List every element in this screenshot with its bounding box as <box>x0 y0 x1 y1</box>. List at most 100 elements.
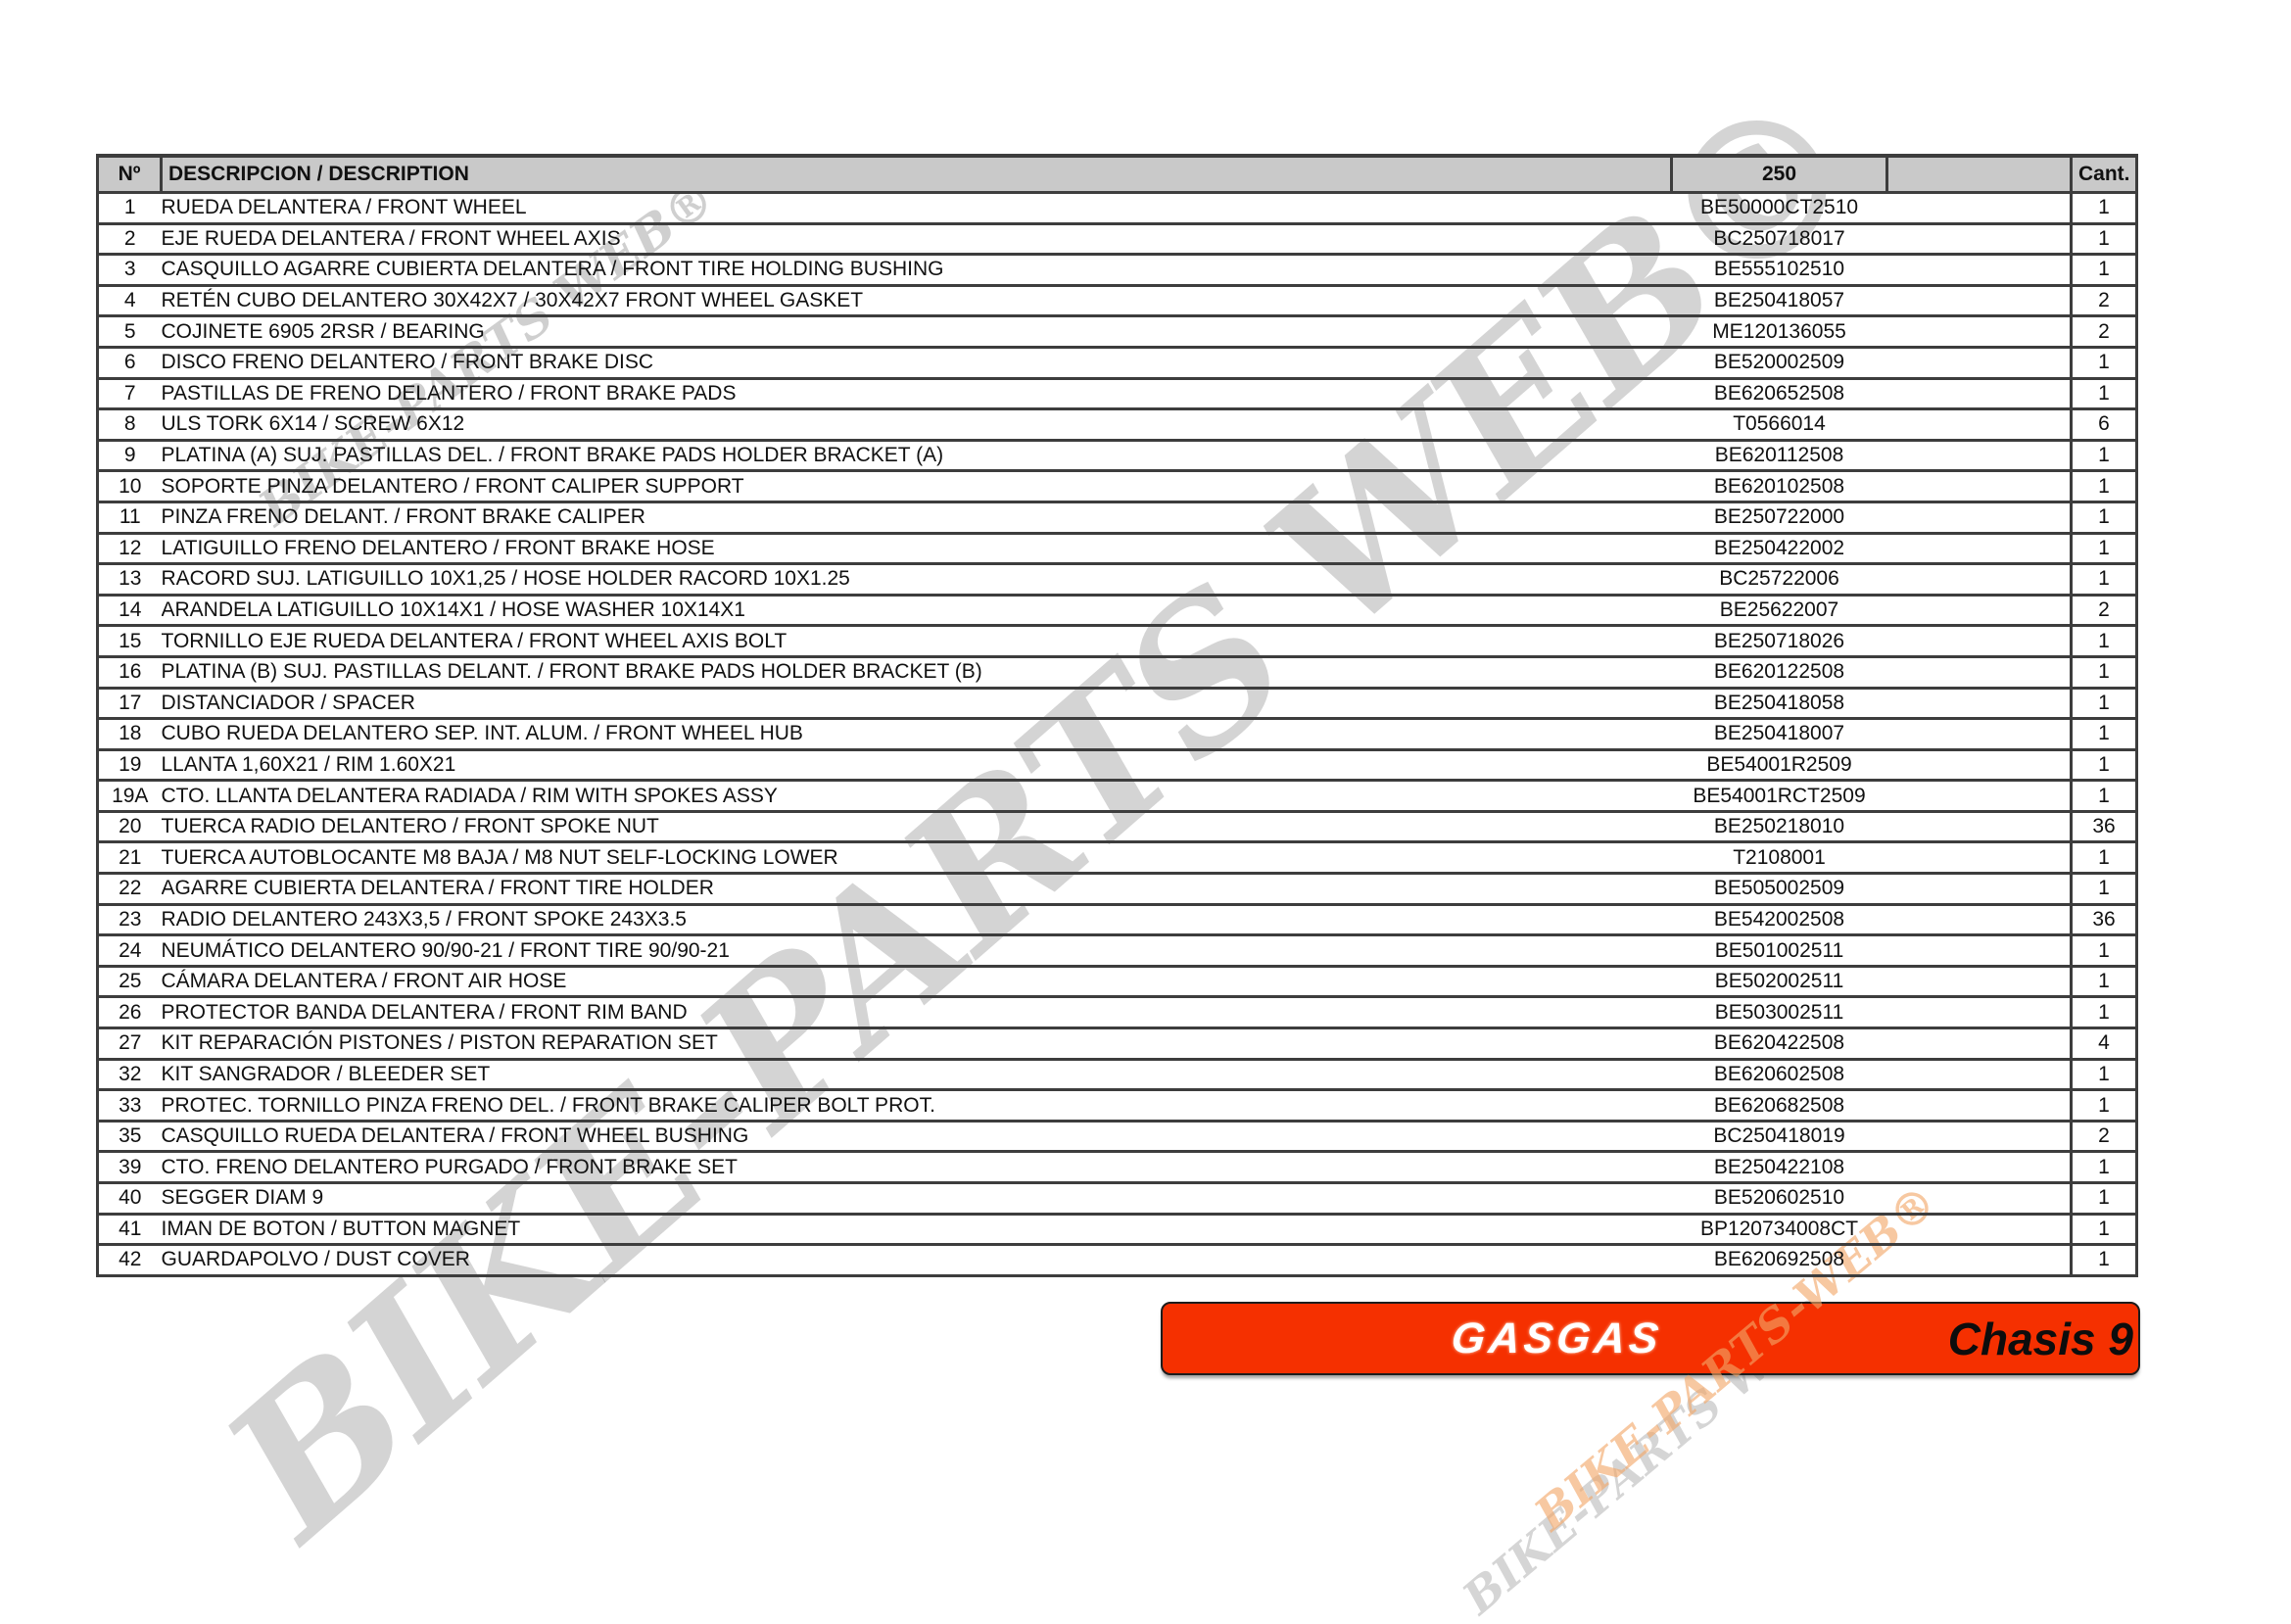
part-description: CÁMARA DELANTERA / FRONT AIR HOSE <box>161 966 1672 999</box>
part-quantity: 1 <box>2070 1214 2138 1247</box>
part-description: CTO. FRENO DELANTERO PURGADO / FRONT BRA… <box>161 1151 1672 1184</box>
part-number-index: 5 <box>96 315 162 349</box>
part-reference: BE250422108 <box>1671 1151 1887 1184</box>
table-row: 14 ARANDELA LATIGUILLO 10X14X1 / HOSE WAS… <box>96 595 2138 628</box>
part-description: PROTECTOR BANDA DELANTERA / FRONT RIM BA… <box>161 996 1672 1030</box>
spare-cell <box>1886 470 2072 503</box>
table-row: 15 TORNILLO EJE RUEDA DELANTERA / FRONT W… <box>96 625 2138 658</box>
spare-cell <box>1886 595 2072 628</box>
column-header-description: DESCRIPCION / DESCRIPTION <box>160 154 1673 194</box>
part-reference: T0566014 <box>1671 408 1887 442</box>
part-description: CASQUILLO AGARRE CUBIERTA DELANTERA / FR… <box>161 254 1672 287</box>
spare-cell <box>1886 1214 2072 1247</box>
part-description: RACORD SUJ. LATIGUILLO 10X1,25 / HOSE HO… <box>161 563 1672 597</box>
part-number-index: 33 <box>96 1089 162 1122</box>
part-description: KIT SANGRADOR / BLEEDER SET <box>161 1059 1672 1092</box>
spare-cell <box>1886 347 2072 380</box>
part-description: COJINETE 6905 2RSR / BEARING <box>161 315 1672 349</box>
part-number-index: 7 <box>96 378 162 411</box>
table-row: 4 RETÉN CUBO DELANTERO 30X42X7 / 30X42X7 … <box>96 285 2138 318</box>
spare-cell <box>1886 408 2072 442</box>
part-number-index: 42 <box>96 1244 162 1277</box>
spare-cell <box>1886 966 2072 999</box>
column-header-quantity: Cant. <box>2070 154 2138 194</box>
part-description: GUARDAPOLVO / DUST COVER <box>161 1244 1672 1277</box>
part-reference: BE503002511 <box>1671 996 1887 1030</box>
table-row: 26 PROTECTOR BANDA DELANTERA / FRONT RIM … <box>96 996 2138 1030</box>
part-quantity: 1 <box>2070 841 2138 876</box>
part-description: SOPORTE PINZA DELANTERO / FRONT CALIPER … <box>161 470 1672 503</box>
column-header-model-250: 250 <box>1670 154 1888 194</box>
part-reference: T2108001 <box>1671 841 1887 876</box>
part-reference: BE501002511 <box>1671 934 1887 968</box>
spare-cell <box>1886 254 2072 287</box>
part-reference: BE620122508 <box>1671 656 1887 690</box>
part-number-index: 6 <box>96 347 162 380</box>
part-reference: BE520602510 <box>1671 1182 1887 1216</box>
part-number-index: 25 <box>96 966 162 999</box>
part-number-index: 24 <box>96 934 162 968</box>
part-number-index: 19A <box>96 780 162 813</box>
part-quantity: 1 <box>2070 563 2138 597</box>
part-quantity: 1 <box>2070 625 2138 658</box>
table-row: 25 CÁMARA DELANTERA / FRONT AIR HOSE BE502… <box>96 966 2138 999</box>
spare-cell <box>1886 285 2072 318</box>
table-row: 35 CASQUILLO RUEDA DELANTERA / FRONT WHEE… <box>96 1121 2138 1154</box>
table-row: 22 AGARRE CUBIERTA DELANTERA / FRONT TIRE… <box>96 873 2138 906</box>
part-quantity: 36 <box>2070 811 2138 844</box>
part-quantity: 1 <box>2070 223 2138 257</box>
part-quantity: 1 <box>2070 1244 2138 1277</box>
part-reference: BE250418007 <box>1671 718 1887 751</box>
part-description: ULS TORK 6X14 / SCREW 6X12 <box>161 408 1672 442</box>
part-number-index: 41 <box>96 1214 162 1247</box>
part-description: AGARRE CUBIERTA DELANTERA / FRONT TIRE H… <box>161 873 1672 906</box>
table-row: 21 TUERCA AUTOBLOCANTE M8 BAJA / M8 NUT S… <box>96 841 2138 876</box>
spare-cell <box>1886 749 2072 783</box>
part-description: RETÉN CUBO DELANTERO 30X42X7 / 30X42X7 F… <box>161 285 1672 318</box>
part-number-index: 39 <box>96 1151 162 1184</box>
spare-cell <box>1886 780 2072 813</box>
table-row: 19 LLANTA 1,60X21 / RIM 1.60X21 BE54001R25… <box>96 749 2138 783</box>
part-reference: BE54001R2509 <box>1671 749 1887 783</box>
part-description: IMAN DE BOTON / BUTTON MAGNET <box>161 1214 1672 1247</box>
table-row: 18 CUBO RUEDA DELANTERO SEP. INT. ALUM. /… <box>96 718 2138 751</box>
gasgas-logo: GASGAS <box>1449 1314 1665 1362</box>
part-description: ARANDELA LATIGUILLO 10X14X1 / HOSE WASHE… <box>161 595 1672 628</box>
spare-cell <box>1886 563 2072 597</box>
spare-cell <box>1886 533 2072 566</box>
part-description: DISCO FRENO DELANTERO / FRONT BRAKE DISC <box>161 347 1672 380</box>
part-quantity: 1 <box>2070 934 2138 968</box>
part-reference: BP120734008CT <box>1671 1214 1887 1247</box>
part-quantity: 1 <box>2070 470 2138 503</box>
part-quantity: 1 <box>2070 718 2138 751</box>
part-number-index: 35 <box>96 1121 162 1154</box>
part-reference: BE502002511 <box>1671 966 1887 999</box>
parts-table-body: 1 RUEDA DELANTERA / FRONT WHEEL BE50000CT2… <box>96 192 2138 1277</box>
part-description: TUERCA AUTOBLOCANTE M8 BAJA / M8 NUT SEL… <box>161 841 1672 876</box>
part-reference: BE25622007 <box>1671 595 1887 628</box>
spare-cell <box>1886 502 2072 535</box>
column-header-empty <box>1885 154 2073 194</box>
spare-cell <box>1886 1089 2072 1122</box>
table-row: 40 SEGGER DIAM 9 BE520602510 1 <box>96 1182 2138 1216</box>
spare-cell <box>1886 904 2072 937</box>
part-quantity: 2 <box>2070 595 2138 628</box>
part-quantity: 1 <box>2070 780 2138 813</box>
part-description: LLANTA 1,60X21 / RIM 1.60X21 <box>161 749 1672 783</box>
spare-cell <box>1886 1059 2072 1092</box>
spare-cell <box>1886 378 2072 411</box>
part-description: KIT REPARACIÓN PISTONES / PISTON REPARAT… <box>161 1027 1672 1061</box>
part-quantity: 1 <box>2070 378 2138 411</box>
part-reference: BE50000CT2510 <box>1671 192 1887 225</box>
spare-cell <box>1886 841 2072 876</box>
table-row: 23 RADIO DELANTERO 243X3,5 / FRONT SPOKE … <box>96 904 2138 937</box>
spare-cell <box>1886 1244 2072 1277</box>
part-number-index: 14 <box>96 595 162 628</box>
part-reference: ME120136055 <box>1671 315 1887 349</box>
spare-cell <box>1886 1121 2072 1154</box>
part-description: TUERCA RADIO DELANTERO / FRONT SPOKE NUT <box>161 811 1672 844</box>
part-description: LATIGUILLO FRENO DELANTERO / FRONT BRAKE… <box>161 533 1672 566</box>
part-reference: BE250218010 <box>1671 811 1887 844</box>
part-quantity: 2 <box>2070 285 2138 318</box>
table-row: 3 CASQUILLO AGARRE CUBIERTA DELANTERA / F… <box>96 254 2138 287</box>
